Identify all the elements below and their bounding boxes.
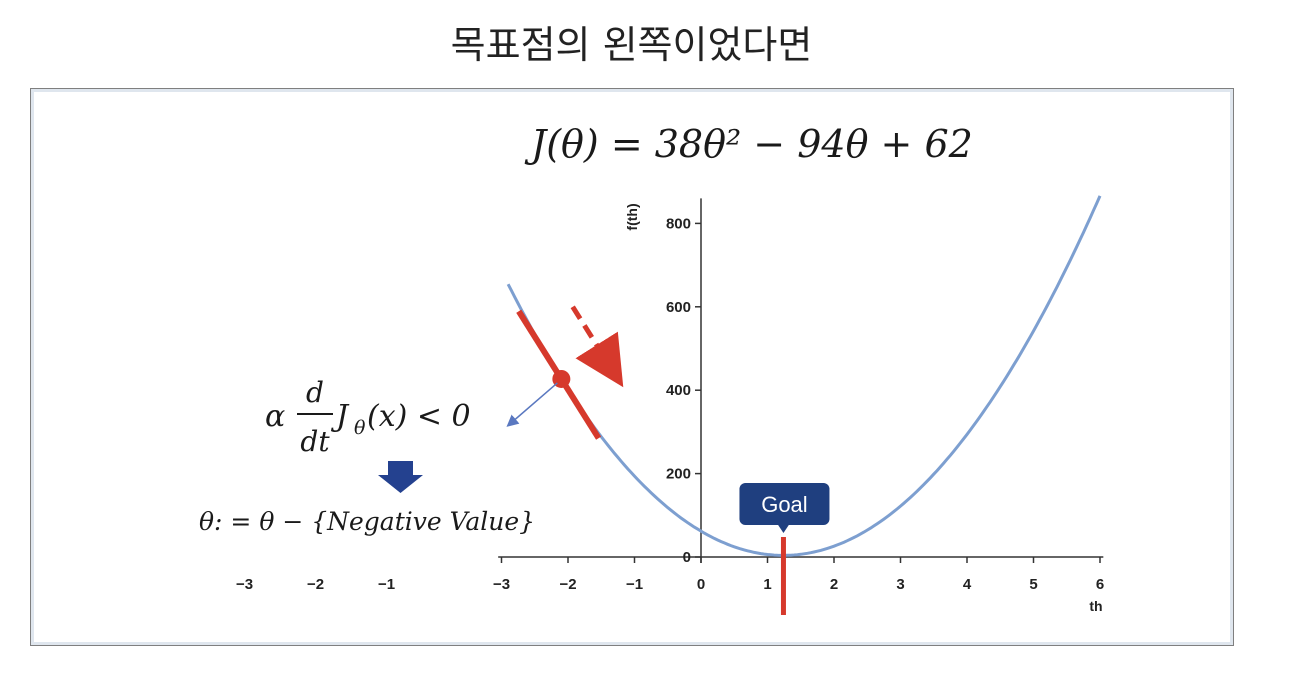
x-tick-label: 4 bbox=[963, 576, 972, 593]
goal-callout: Goal bbox=[739, 483, 830, 533]
down-arrow-icon bbox=[378, 461, 423, 493]
x-axis-label: th bbox=[1089, 598, 1102, 614]
y-tick-label: 200 bbox=[666, 466, 691, 483]
pointer-arrow bbox=[506, 382, 558, 427]
tick-group: −3 −2 −1 0 1 2 3 4 5 6 0 200 400 600 800 −3 −2 −1 bbox=[236, 215, 1104, 593]
x-tick-label: −2 bbox=[559, 576, 576, 593]
chart-svg: J(θ) = 38θ² − 94θ + 62 f(th) th −3 −2 −1 0 1… bbox=[199, 122, 1104, 615]
y-axis-label: f(th) bbox=[624, 203, 640, 230]
j-symbol: J bbox=[330, 399, 350, 434]
extra-x-tick-label: −3 bbox=[236, 576, 253, 593]
slide-title: 목표점의 왼쪽이었다면 bbox=[450, 23, 813, 67]
derivative-annotation: α d dt J θ (x) < 0 bbox=[265, 376, 471, 458]
y-tick-label: 800 bbox=[666, 215, 691, 232]
x-tick-label: −3 bbox=[493, 576, 510, 593]
x-tick-label: 0 bbox=[697, 576, 705, 593]
descent-direction-arrow bbox=[570, 305, 624, 388]
y-tick-label: 600 bbox=[666, 299, 691, 316]
fraction-num: d bbox=[306, 376, 324, 409]
y-tick-label: 0 bbox=[683, 549, 691, 566]
y-tick-label: 400 bbox=[666, 382, 691, 399]
chart-frame: J(θ) = 38θ² − 94θ + 62 f(th) th −3 −2 −1 0 1… bbox=[30, 88, 1234, 646]
extra-x-tick-label: −2 bbox=[307, 576, 324, 593]
theta-subscript: θ bbox=[354, 417, 366, 439]
update-rule: θ: = θ − {Negative Value} bbox=[199, 507, 535, 536]
x-tick-label: 3 bbox=[896, 576, 904, 593]
x-tick-label: 1 bbox=[763, 576, 771, 593]
fraction-den: dt bbox=[300, 425, 330, 458]
goal-label: Goal bbox=[761, 492, 807, 517]
x-tick-label: 2 bbox=[830, 576, 838, 593]
chart-title: J(θ) = 38θ² − 94θ + 62 bbox=[524, 122, 973, 166]
x-tick-label: −1 bbox=[626, 576, 643, 593]
x-tick-label: 5 bbox=[1029, 576, 1037, 593]
derivative-tail: (x) < 0 bbox=[367, 399, 471, 434]
cost-curve bbox=[506, 195, 1102, 557]
extra-x-tick-label: −1 bbox=[378, 576, 395, 593]
alpha-symbol: α bbox=[265, 399, 285, 434]
x-tick-label: 6 bbox=[1096, 576, 1104, 593]
